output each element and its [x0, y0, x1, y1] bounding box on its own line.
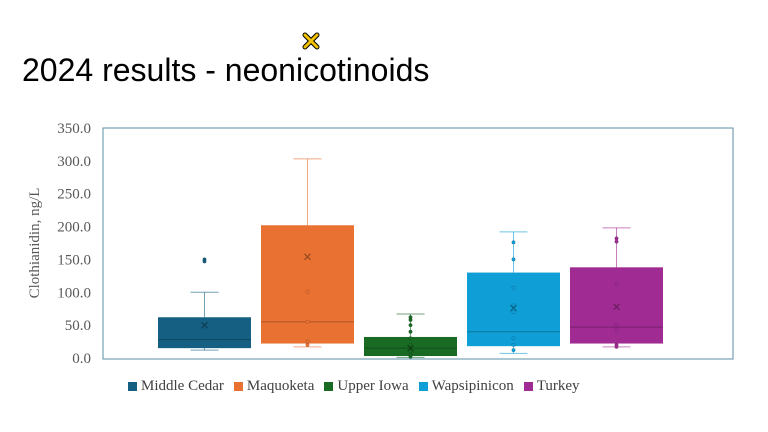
legend-label: Upper Iowa: [337, 378, 409, 394]
legend-label: Turkey: [536, 378, 580, 394]
box-maquoketa: [261, 225, 354, 344]
data-point-wapsipinicon: [511, 342, 516, 347]
data-point-upper-iowa: [408, 317, 413, 322]
y-axis-ticks: 0.0 50.0 100.0 150.0 200.0 250.0 300.0 350.0: [57, 121, 91, 367]
y-axis-label: Clothianidin, ng/L: [27, 188, 43, 299]
data-point-turkey: [614, 239, 619, 244]
data-point-turkey: [614, 282, 619, 287]
data-point-wapsipinicon: [511, 348, 516, 353]
data-point-maquoketa: [305, 289, 310, 294]
legend-swatch: [128, 382, 137, 391]
data-point-upper-iowa: [408, 329, 413, 334]
legend-item: Upper Iowa: [324, 378, 409, 395]
data-point-turkey: [614, 323, 619, 328]
x-mark-icon: [302, 32, 320, 50]
y-tick-label: 50.0: [65, 318, 91, 334]
y-tick-label: 100.0: [57, 285, 91, 301]
data-point-upper-iowa: [408, 342, 413, 347]
mean-marker-middle-cedar: [201, 321, 208, 329]
legend-swatch: [418, 382, 428, 391]
y-tick-label: 350.0: [57, 121, 91, 137]
legend: Middle Cedar Maquoketa Upper Iowa Wapsipini…: [128, 378, 580, 395]
legend-label: Middle Cedar: [141, 378, 224, 394]
data-point-maquoketa: [305, 342, 310, 347]
boxes-group: [158, 158, 663, 359]
data-point-wapsipinicon: [511, 309, 516, 315]
box-wapsipinicon: [467, 272, 560, 347]
legend-swatch: [233, 382, 243, 391]
box-middle-cedar: [158, 317, 251, 349]
data-point-middle-cedar: [202, 259, 207, 264]
data-point-turkey: [614, 344, 619, 349]
legend-item: Maquoketa: [233, 378, 315, 395]
data-point-upper-iowa: [408, 354, 413, 359]
slide-title: 2024 results - neonicotinoids: [22, 52, 430, 88]
legend-swatch: [324, 382, 334, 391]
y-tick-label: 250.0: [57, 187, 91, 203]
data-point-maquoketa: [305, 319, 310, 324]
mean-marker-upper-iowa: [407, 344, 414, 352]
y-tick-label: 150.0: [57, 252, 91, 268]
mean-marker-turkey: [613, 303, 620, 311]
y-tick-label: 0.0: [72, 351, 91, 367]
data-point-wapsipinicon: [511, 240, 516, 245]
data-point-wapsipinicon: [511, 336, 516, 341]
data-point-upper-iowa: [408, 336, 413, 341]
y-tick-label: 200.0: [57, 220, 91, 236]
data-point-wapsipinicon: [511, 285, 516, 290]
mean-marker-maquoketa: [304, 253, 311, 261]
y-tick-label: 300.0: [57, 154, 91, 170]
legend-item: Wapsipinicon: [418, 378, 514, 395]
data-point-upper-iowa: [408, 323, 413, 328]
legend-label: Maquoketa: [246, 378, 315, 394]
data-point-wapsipinicon: [511, 303, 516, 308]
data-point-turkey: [614, 328, 619, 333]
data-point-wapsipinicon: [511, 257, 516, 262]
legend-item: Middle Cedar: [128, 378, 224, 395]
legend-item: Turkey: [523, 378, 580, 395]
legend-swatch: [523, 382, 533, 391]
mean-marker-wapsipinicon: [510, 304, 517, 312]
plot-area-border: [102, 127, 734, 360]
legend-label: Wapsipinicon: [431, 378, 514, 394]
